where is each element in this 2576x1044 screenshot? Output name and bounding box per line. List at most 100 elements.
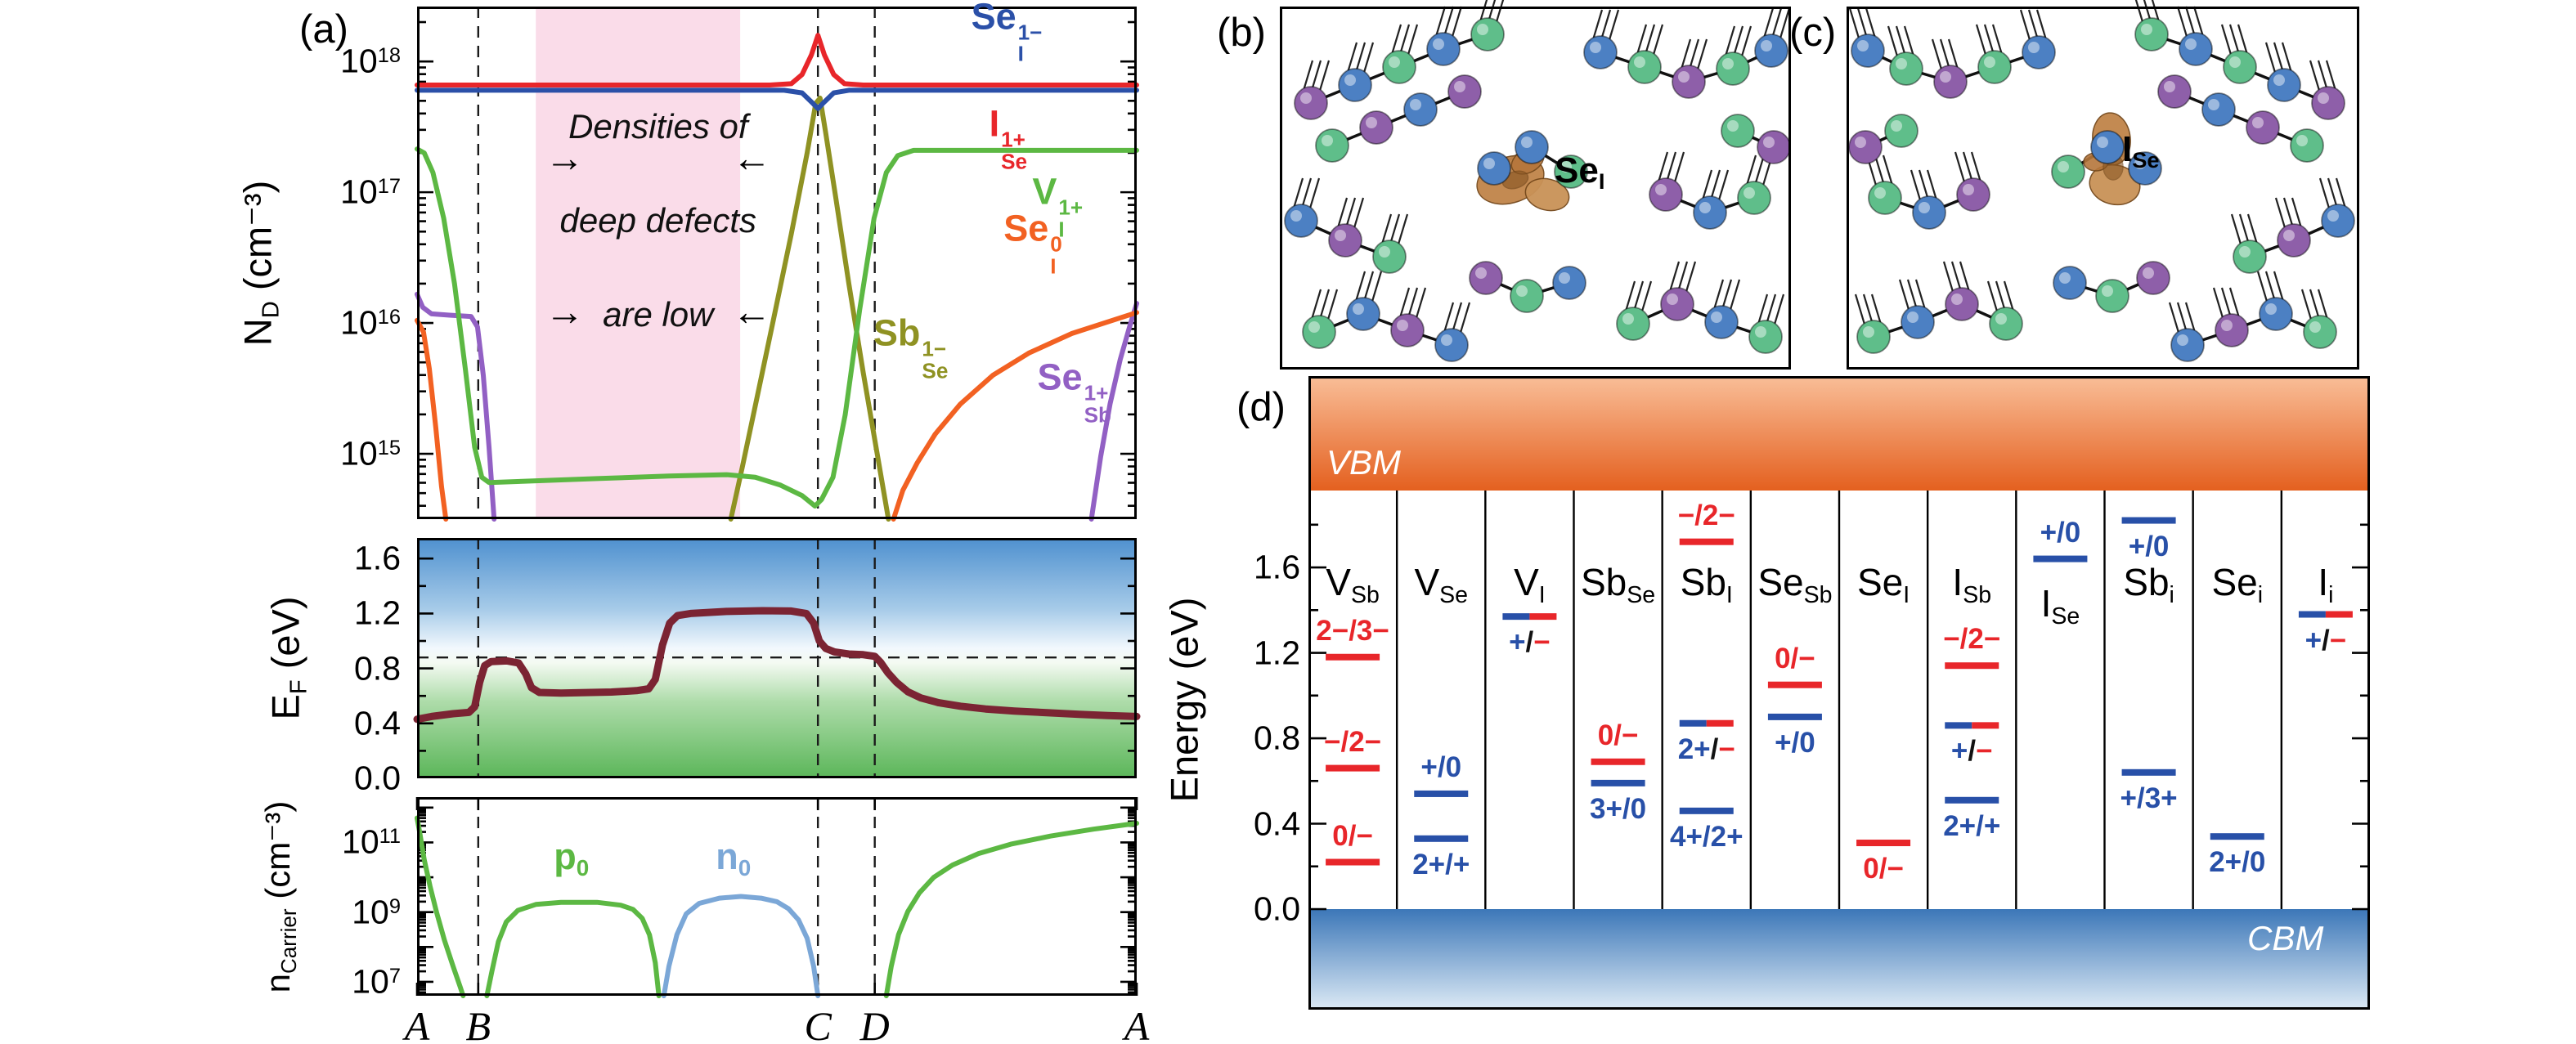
level-label: 0/−	[1597, 719, 1639, 751]
level-bar-split-blue	[2298, 611, 2326, 618]
label-se-i: Se 1− I	[971, 0, 1043, 66]
region-annotation-line-1: deep defects	[559, 201, 757, 240]
level-label: 2−/3−	[1316, 614, 1389, 647]
levels-v-sb	[1326, 653, 1380, 866]
annotation-arrow-right-2: →	[545, 290, 585, 334]
atoms	[1284, 17, 1791, 362]
structure-frame	[1280, 7, 1791, 370]
levels-sb-i	[1679, 538, 1734, 814]
level-label: +/0	[2040, 516, 2081, 549]
series-se-sb	[415, 291, 1139, 522]
cbm-label: CBM	[2247, 919, 2324, 957]
structure-frame	[1847, 7, 2359, 370]
level-label: 2+/−	[1677, 733, 1735, 765]
level-bar	[1856, 840, 1911, 847]
ytick-1e15: 1015	[340, 434, 401, 473]
defect-densities-svg	[415, 7, 1139, 522]
level-label: +/0	[1420, 751, 1462, 783]
level-bar-split-blue	[1945, 722, 1972, 729]
level-bar	[2121, 768, 2176, 776]
annotation-arrow-left-3: ←	[732, 290, 772, 334]
defect-densities-ylabel: ND (cm⁻³)	[236, 180, 285, 346]
level-label: 3+/0	[1590, 792, 1647, 825]
defect-header-sb-i: Sbi	[2123, 561, 2174, 608]
label-v-i: V 1+ I	[1032, 170, 1084, 242]
levels-i-se	[2033, 555, 2088, 562]
defect-header-v-sb: VSb	[1326, 561, 1380, 608]
levels-se-sb	[1767, 681, 1822, 720]
level-bar	[1679, 538, 1734, 545]
site-label-b: SeI	[1555, 150, 1605, 195]
structure-svg-c	[1847, 0, 2359, 370]
levels-se-i	[1856, 840, 1911, 847]
levels-i-sb	[1945, 662, 1999, 804]
level-label: +/−	[1950, 735, 1993, 768]
structure-panel-b	[1280, 0, 1791, 370]
levels-se-i	[2210, 833, 2264, 840]
energy-axis-ticks	[1308, 523, 2370, 911]
annotation-arrow-left-1: ←	[732, 137, 772, 181]
series-se-i	[415, 87, 1139, 111]
level-bar	[1945, 662, 1999, 670]
level-label: −/2−	[1324, 725, 1382, 758]
level-label: +/3+	[2120, 782, 2178, 814]
series-n-0	[661, 894, 821, 998]
d-ytick-1.2: 1.2	[1254, 634, 1300, 672]
xtick-label-C-2: C	[804, 1003, 832, 1044]
axis-ticks	[417, 557, 1137, 752]
level-label: 0/−	[1775, 642, 1815, 674]
level-label: 4+/2+	[1669, 820, 1744, 853]
region-annotation-line-0: Densities of	[568, 107, 748, 146]
series-v-i	[415, 146, 1139, 509]
series-i-se	[415, 33, 1139, 87]
level-bar-split-red	[1972, 722, 1999, 729]
defect-header-v-se: VSe	[1414, 561, 1469, 608]
ytick-1.2: 1.2	[354, 594, 401, 632]
fermi-level-plot	[413, 538, 1141, 778]
transition-levels-svg	[1308, 376, 2370, 1010]
ytick-1e11: 1011	[342, 822, 401, 861]
xtick-label-A-0: A	[404, 1003, 430, 1044]
defect-header-v-i: VI	[1514, 561, 1546, 608]
levels-sb-se	[1591, 758, 1645, 786]
level-bar	[1591, 779, 1645, 786]
level-bar	[2121, 517, 2176, 524]
energy-ylabel: Energy (eV)	[1162, 597, 1206, 803]
ytick-0.8: 0.8	[354, 649, 401, 688]
levels-v-se	[1414, 790, 1469, 842]
level-bar	[2210, 833, 2264, 840]
cbm-band	[1308, 909, 2370, 1010]
defect-header-i-se: ISe	[2040, 582, 2080, 630]
d-ytick-0.8: 0.8	[1254, 719, 1300, 757]
carrier-densities-ylabel: nCarrier (cm⁻³)	[258, 800, 301, 992]
level-bar	[1591, 758, 1645, 765]
dashed-guides	[477, 797, 876, 996]
series-se-i	[415, 310, 1139, 522]
level-bar	[1414, 790, 1469, 797]
region-annotation-line-2: are low	[603, 295, 714, 334]
level-bar	[1767, 713, 1822, 720]
panel-b-letter: (b)	[1217, 11, 1266, 55]
level-label: +/0	[2128, 530, 2170, 562]
level-label: +/0	[1775, 726, 1815, 759]
level-bar	[1326, 764, 1380, 772]
label-p-0: p0	[554, 835, 590, 880]
plot-frame	[417, 538, 1137, 778]
levels-v-i	[1502, 613, 1557, 621]
series-sb-se	[728, 96, 891, 522]
level-label: +/−	[2304, 624, 2347, 656]
ytick-1e17: 1017	[340, 173, 401, 211]
d-ytick-0.0: 0.0	[1254, 889, 1300, 928]
level-bar	[1326, 653, 1380, 661]
isosurface-blob	[1476, 147, 1570, 212]
ytick-0.0: 0.0	[354, 759, 401, 797]
series-p-0	[415, 815, 1139, 998]
level-bar-split-red	[1529, 613, 1557, 621]
carrier-densities-plot	[415, 797, 1139, 998]
label-n-0: n0	[716, 835, 752, 880]
structure-panel-c	[1847, 0, 2359, 370]
defect-header-se-sb: SeSb	[1757, 561, 1833, 608]
axis-ticks	[415, 797, 1138, 996]
label-sb-se: Sb 1− Se	[873, 311, 949, 383]
